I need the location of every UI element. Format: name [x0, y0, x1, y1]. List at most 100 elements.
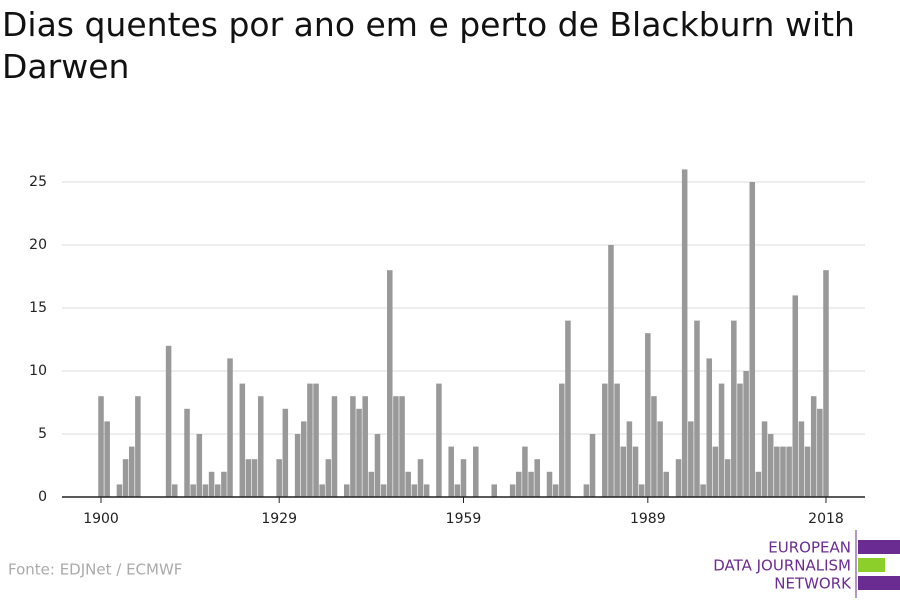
bar [743, 371, 749, 497]
bar [116, 484, 123, 497]
bar [798, 421, 805, 497]
bar [128, 446, 135, 497]
bar [282, 408, 289, 497]
bar [221, 471, 227, 497]
bar [276, 459, 282, 497]
bar [737, 383, 743, 497]
bar [823, 270, 829, 497]
logo-text: DATA JOURNALISM [713, 557, 851, 575]
bar [362, 396, 368, 497]
bar [694, 320, 700, 497]
bar [552, 484, 559, 497]
bar [724, 459, 731, 497]
bar [190, 484, 196, 497]
bar [319, 484, 325, 497]
bar [817, 408, 823, 497]
bar [257, 396, 264, 497]
bar [718, 383, 725, 497]
bar [460, 459, 467, 497]
logo-bar [858, 558, 885, 572]
bar [614, 383, 620, 497]
bar [534, 459, 540, 497]
bar [681, 169, 688, 497]
bar [423, 484, 430, 497]
y-tick-label: 5 [38, 426, 47, 442]
bar [214, 484, 221, 497]
x-tick-label: 1959 [446, 511, 482, 527]
x-tick-label: 1929 [261, 511, 297, 527]
bar [657, 421, 663, 497]
bar [202, 484, 209, 497]
bar [632, 446, 639, 497]
bar [491, 484, 497, 497]
bar [380, 484, 387, 497]
bar [208, 471, 215, 497]
bar [331, 396, 338, 497]
bar [804, 446, 811, 497]
bar [135, 396, 141, 497]
bar [307, 383, 313, 497]
y-tick-label: 0 [38, 489, 47, 505]
chart-title: Dias quentes por ano em e perto de Black… [2, 5, 855, 86]
bar [104, 421, 110, 497]
bar [755, 471, 762, 497]
bar [325, 459, 332, 497]
bar [411, 484, 418, 497]
bar [227, 358, 233, 497]
bar [313, 383, 319, 497]
bar [638, 484, 645, 497]
bar [387, 270, 393, 497]
bar [196, 434, 203, 497]
bar [645, 333, 651, 497]
bar [767, 434, 774, 497]
bar [620, 446, 627, 497]
bar [546, 471, 553, 497]
y-tick-label: 25 [29, 174, 47, 190]
bar [749, 182, 756, 497]
bar [589, 434, 596, 497]
bar [393, 396, 399, 497]
bar [368, 471, 375, 497]
bar [251, 459, 258, 497]
bar [454, 484, 461, 497]
bar [700, 484, 706, 497]
logo-bar [858, 540, 900, 554]
bar [761, 421, 768, 497]
bar [356, 408, 362, 497]
bar [300, 421, 307, 497]
bar [344, 484, 350, 497]
bar [516, 471, 522, 497]
bar [559, 383, 565, 497]
bar [184, 408, 190, 497]
bar [528, 471, 534, 497]
bar [98, 396, 104, 497]
x-tick-label: 1989 [630, 511, 666, 527]
bar [608, 245, 614, 497]
bar [731, 320, 737, 497]
bar [436, 383, 442, 497]
bar [688, 421, 694, 497]
bar [350, 396, 356, 497]
bar [294, 434, 301, 497]
bar [626, 421, 633, 497]
bar [473, 446, 479, 497]
bar [122, 459, 129, 497]
bar [786, 446, 792, 497]
bar [651, 396, 657, 497]
y-tick-label: 15 [29, 300, 47, 316]
bar [583, 484, 590, 497]
bar [171, 484, 178, 497]
x-tick-label: 1900 [83, 511, 119, 527]
x-tick-label: 2018 [808, 511, 844, 527]
logo-text: EUROPEAN [768, 539, 851, 557]
bar [522, 446, 528, 497]
bar [706, 358, 713, 497]
y-tick-label: 10 [29, 363, 47, 379]
bar [448, 446, 454, 497]
logo-text: NETWORK [774, 575, 852, 593]
bar [565, 320, 571, 497]
bar [602, 383, 608, 497]
bar [417, 459, 424, 497]
